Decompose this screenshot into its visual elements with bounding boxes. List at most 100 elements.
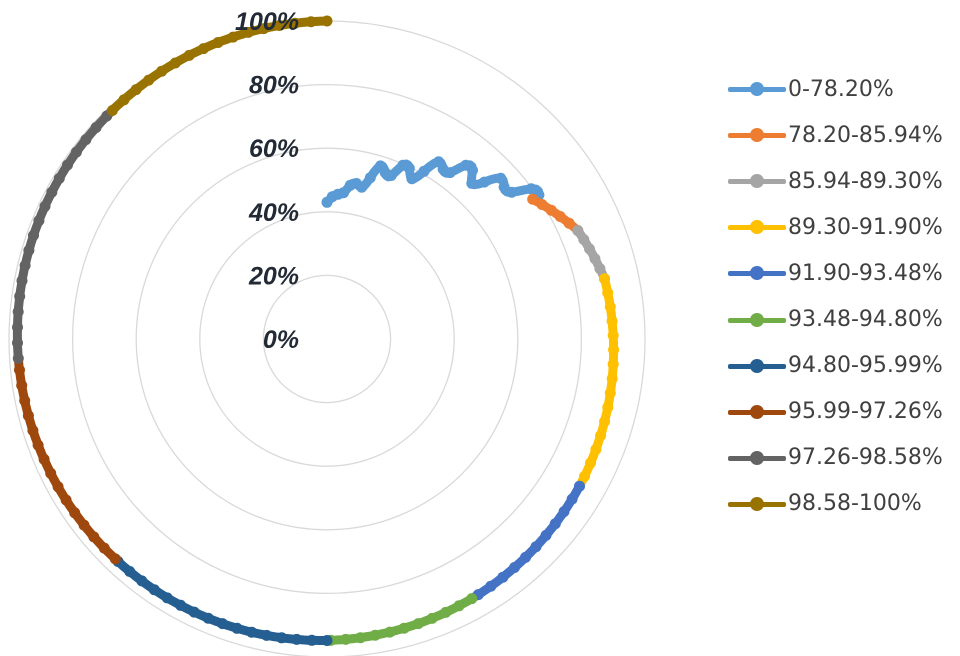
series-point (12, 352, 24, 364)
series-point (563, 217, 575, 229)
legend-item: 85.94-89.30% (728, 158, 956, 204)
series-point (78, 519, 90, 531)
legend-item: 78.20-85.94% (728, 112, 956, 158)
series-point (356, 181, 368, 193)
series-point (106, 105, 118, 116)
series-point (574, 480, 585, 492)
series-point (453, 600, 465, 612)
series-point (418, 165, 430, 177)
series-point (321, 635, 333, 646)
legend-label: 97.26-98.58% (788, 445, 943, 471)
series-point (485, 580, 497, 592)
legend-label: 89.30-91.90% (788, 214, 943, 240)
series-point (549, 518, 561, 530)
series-point (156, 65, 168, 77)
series-point (273, 20, 285, 31)
series-point (109, 553, 121, 565)
series-point (12, 321, 23, 333)
series-point (604, 387, 616, 399)
series-point (53, 172, 65, 184)
series-point (69, 507, 81, 519)
legend-label: 78.20-85.94% (788, 122, 943, 148)
series-point (212, 37, 224, 48)
legend-swatch (728, 448, 786, 468)
series-point (594, 263, 606, 275)
series-point (130, 84, 142, 96)
series-point (403, 162, 415, 174)
series-point (12, 306, 24, 318)
series-point (527, 193, 539, 205)
series-point (14, 290, 26, 302)
series-point (466, 593, 478, 605)
series-point (46, 186, 58, 198)
series-point (14, 364, 25, 376)
series-point (28, 229, 39, 241)
series-point (525, 183, 537, 195)
tick-label: 40% (248, 199, 299, 227)
series-point (246, 626, 258, 638)
series-point (12, 337, 23, 349)
series-point (536, 199, 548, 210)
series-point (584, 243, 595, 255)
series-point (80, 134, 92, 146)
legend-item: 91.90-93.48% (728, 250, 956, 296)
series-point (540, 529, 552, 541)
series-point (231, 622, 243, 634)
tick-label: 80% (249, 72, 299, 100)
series-line (322, 594, 477, 645)
series-point (406, 173, 418, 185)
legend-label: 0-78.20% (788, 76, 894, 102)
series-point (466, 177, 478, 189)
series-point (23, 244, 35, 256)
series-point (604, 301, 616, 313)
series-point (608, 344, 620, 356)
series-point (227, 31, 239, 43)
series-point (566, 493, 578, 505)
gridline-ring (71, 83, 583, 595)
series-point (148, 584, 160, 596)
series-point (32, 439, 44, 451)
series-point (340, 633, 352, 645)
legend-item: 95.99-97.26% (728, 389, 956, 435)
series-point (175, 599, 187, 611)
legend-label: 98.58-100% (788, 491, 922, 517)
series-point (38, 453, 50, 465)
gridline-ring (135, 147, 519, 531)
radial-tick-labels: 0% 20% 40% 60% 80% 100% (235, 8, 299, 354)
series-point (558, 506, 570, 518)
legend-item: 97.26-98.58% (728, 435, 956, 481)
series-point (22, 410, 34, 422)
legend-item: 93.48-94.80% (728, 296, 956, 342)
series-point (88, 531, 100, 543)
legend-label: 85.94-89.30% (788, 168, 943, 194)
series-point (124, 566, 136, 577)
radar-series (12, 15, 620, 646)
series-point (385, 170, 397, 181)
tick-label: 20% (248, 262, 299, 290)
series-point (545, 204, 557, 216)
legend-label: 95.99-97.26% (788, 399, 943, 425)
series-point (98, 542, 110, 554)
series-point (607, 329, 619, 341)
gridline-ring (199, 211, 455, 467)
series-point (45, 467, 57, 479)
series-point (585, 457, 596, 469)
series-point (467, 164, 478, 176)
series-point (16, 275, 28, 287)
series-point (444, 167, 456, 179)
series-point (291, 633, 303, 645)
series-point (590, 443, 602, 455)
series-point (217, 618, 228, 630)
series-point (276, 632, 288, 644)
legend-swatch (728, 79, 786, 99)
series-point (202, 612, 214, 624)
series-point (602, 287, 614, 299)
legend-item: 0-78.20% (728, 66, 956, 112)
series-line (107, 16, 332, 115)
series-point (364, 172, 376, 184)
series-point (426, 612, 438, 624)
series-point (369, 629, 381, 641)
series-point (198, 43, 209, 55)
series-point (495, 172, 507, 184)
series-point (306, 634, 318, 646)
